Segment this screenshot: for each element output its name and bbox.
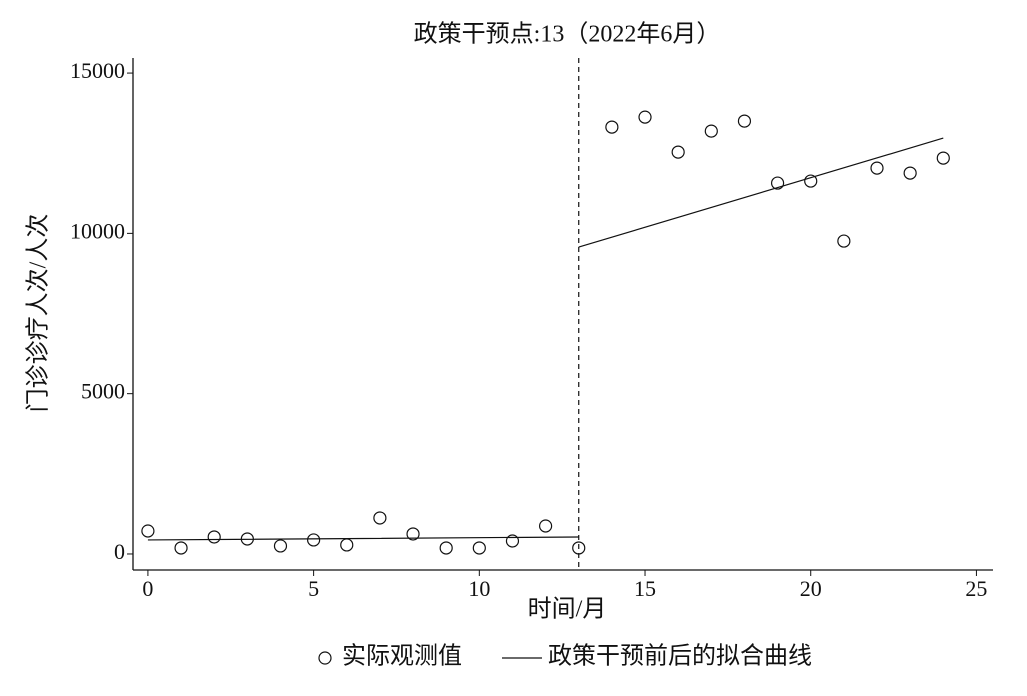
fit-line [147,137,944,541]
legend-label: 政策干预前后的拟合曲线 [548,643,812,670]
point [307,533,321,547]
y-axis-label: 门诊诊疗人次/人次 [25,214,52,413]
point [605,120,619,134]
point [770,176,785,190]
point [572,541,586,555]
x-tick-label: 5 [308,576,319,601]
point [704,124,718,138]
point [936,151,950,165]
point [837,234,851,248]
point [439,541,453,555]
x-tick-label: 25 [965,576,987,601]
x-tick-label: 15 [634,576,656,601]
point [472,541,486,555]
x-tick-label: 10 [468,576,490,601]
point [505,534,520,548]
chart-title: 政策干预点:13（2022年6月） [414,21,721,48]
x-tick-label: 0 [142,576,153,601]
legend-label: 实际观测值 [342,643,462,670]
point [207,530,221,544]
point [539,519,553,533]
point [340,538,354,552]
x-axis-label: 时间/月 [528,596,607,623]
point [870,161,884,175]
point [373,511,387,525]
point [174,541,188,555]
point [141,524,155,538]
x-tick-label: 20 [800,576,822,601]
legend-marker [318,651,332,665]
point [671,145,685,159]
y-tick-label: 10000 [70,218,125,243]
y-tick-label: 5000 [81,379,125,404]
point [804,174,818,188]
y-tick-label: 15000 [70,58,125,83]
point [638,110,652,124]
point [273,539,288,553]
point [737,114,752,128]
point [903,166,917,180]
point [406,527,420,541]
y-tick-label: 0 [114,539,125,564]
